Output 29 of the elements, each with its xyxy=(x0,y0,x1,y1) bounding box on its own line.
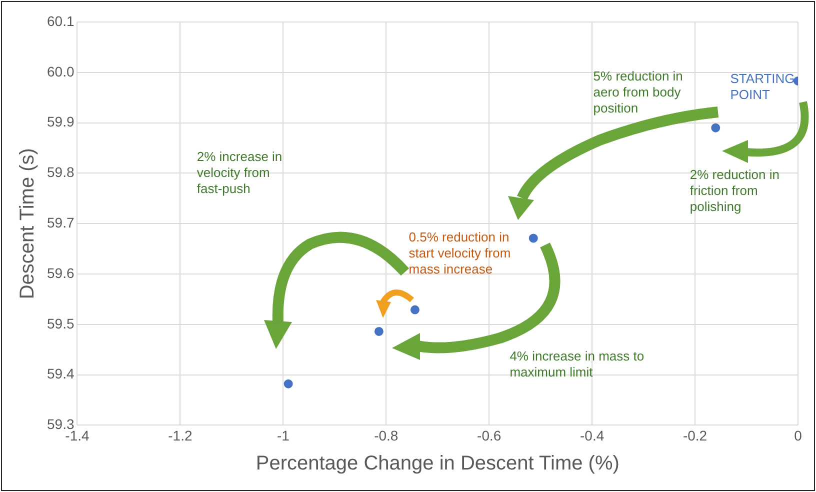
x-tick-label: 0 xyxy=(794,427,802,444)
annotation: 0.5% reduction in start velocity from mass increase xyxy=(408,230,511,277)
annotation: 4% increase in mass to maximum limit xyxy=(510,348,644,380)
y-tick-label: 59.3 xyxy=(47,416,74,432)
y-tick-label: 59.6 xyxy=(47,264,74,281)
y-tick-label: 59.4 xyxy=(47,366,74,382)
annotation: 2% increase in velocity from fast-push xyxy=(196,149,282,196)
x-tick-label: -0.4 xyxy=(580,427,604,444)
point xyxy=(711,123,720,132)
x-tick-label: -1.2 xyxy=(168,427,192,444)
y-tick-label: 59.5 xyxy=(47,315,74,332)
y-tick-label: 59.7 xyxy=(47,214,74,230)
point xyxy=(374,326,384,336)
y-tick-label: 60.0 xyxy=(47,63,74,80)
y-axis-title: Descent Time (s) xyxy=(16,148,39,300)
x-tick-label: -0.2 xyxy=(682,427,708,444)
annotation: 5% reduction in aero from body position xyxy=(593,68,683,116)
annotation: 2% reduction in friction from polishing xyxy=(690,167,780,214)
point xyxy=(410,305,420,314)
x-axis-title: Percentage Change in Descent Time (%) xyxy=(256,452,620,475)
annotation: STARTING POINT xyxy=(730,70,795,102)
x-tick-label: -0.8 xyxy=(374,427,398,444)
point xyxy=(284,379,293,388)
y-tick-label: 60.1 xyxy=(47,12,74,29)
y-tick-label: 59.8 xyxy=(47,164,74,180)
point xyxy=(528,234,538,243)
y-tick-label: 59.9 xyxy=(47,114,74,130)
x-tick-label: -0.6 xyxy=(477,427,502,444)
x-tick-label: -1 xyxy=(276,427,290,444)
